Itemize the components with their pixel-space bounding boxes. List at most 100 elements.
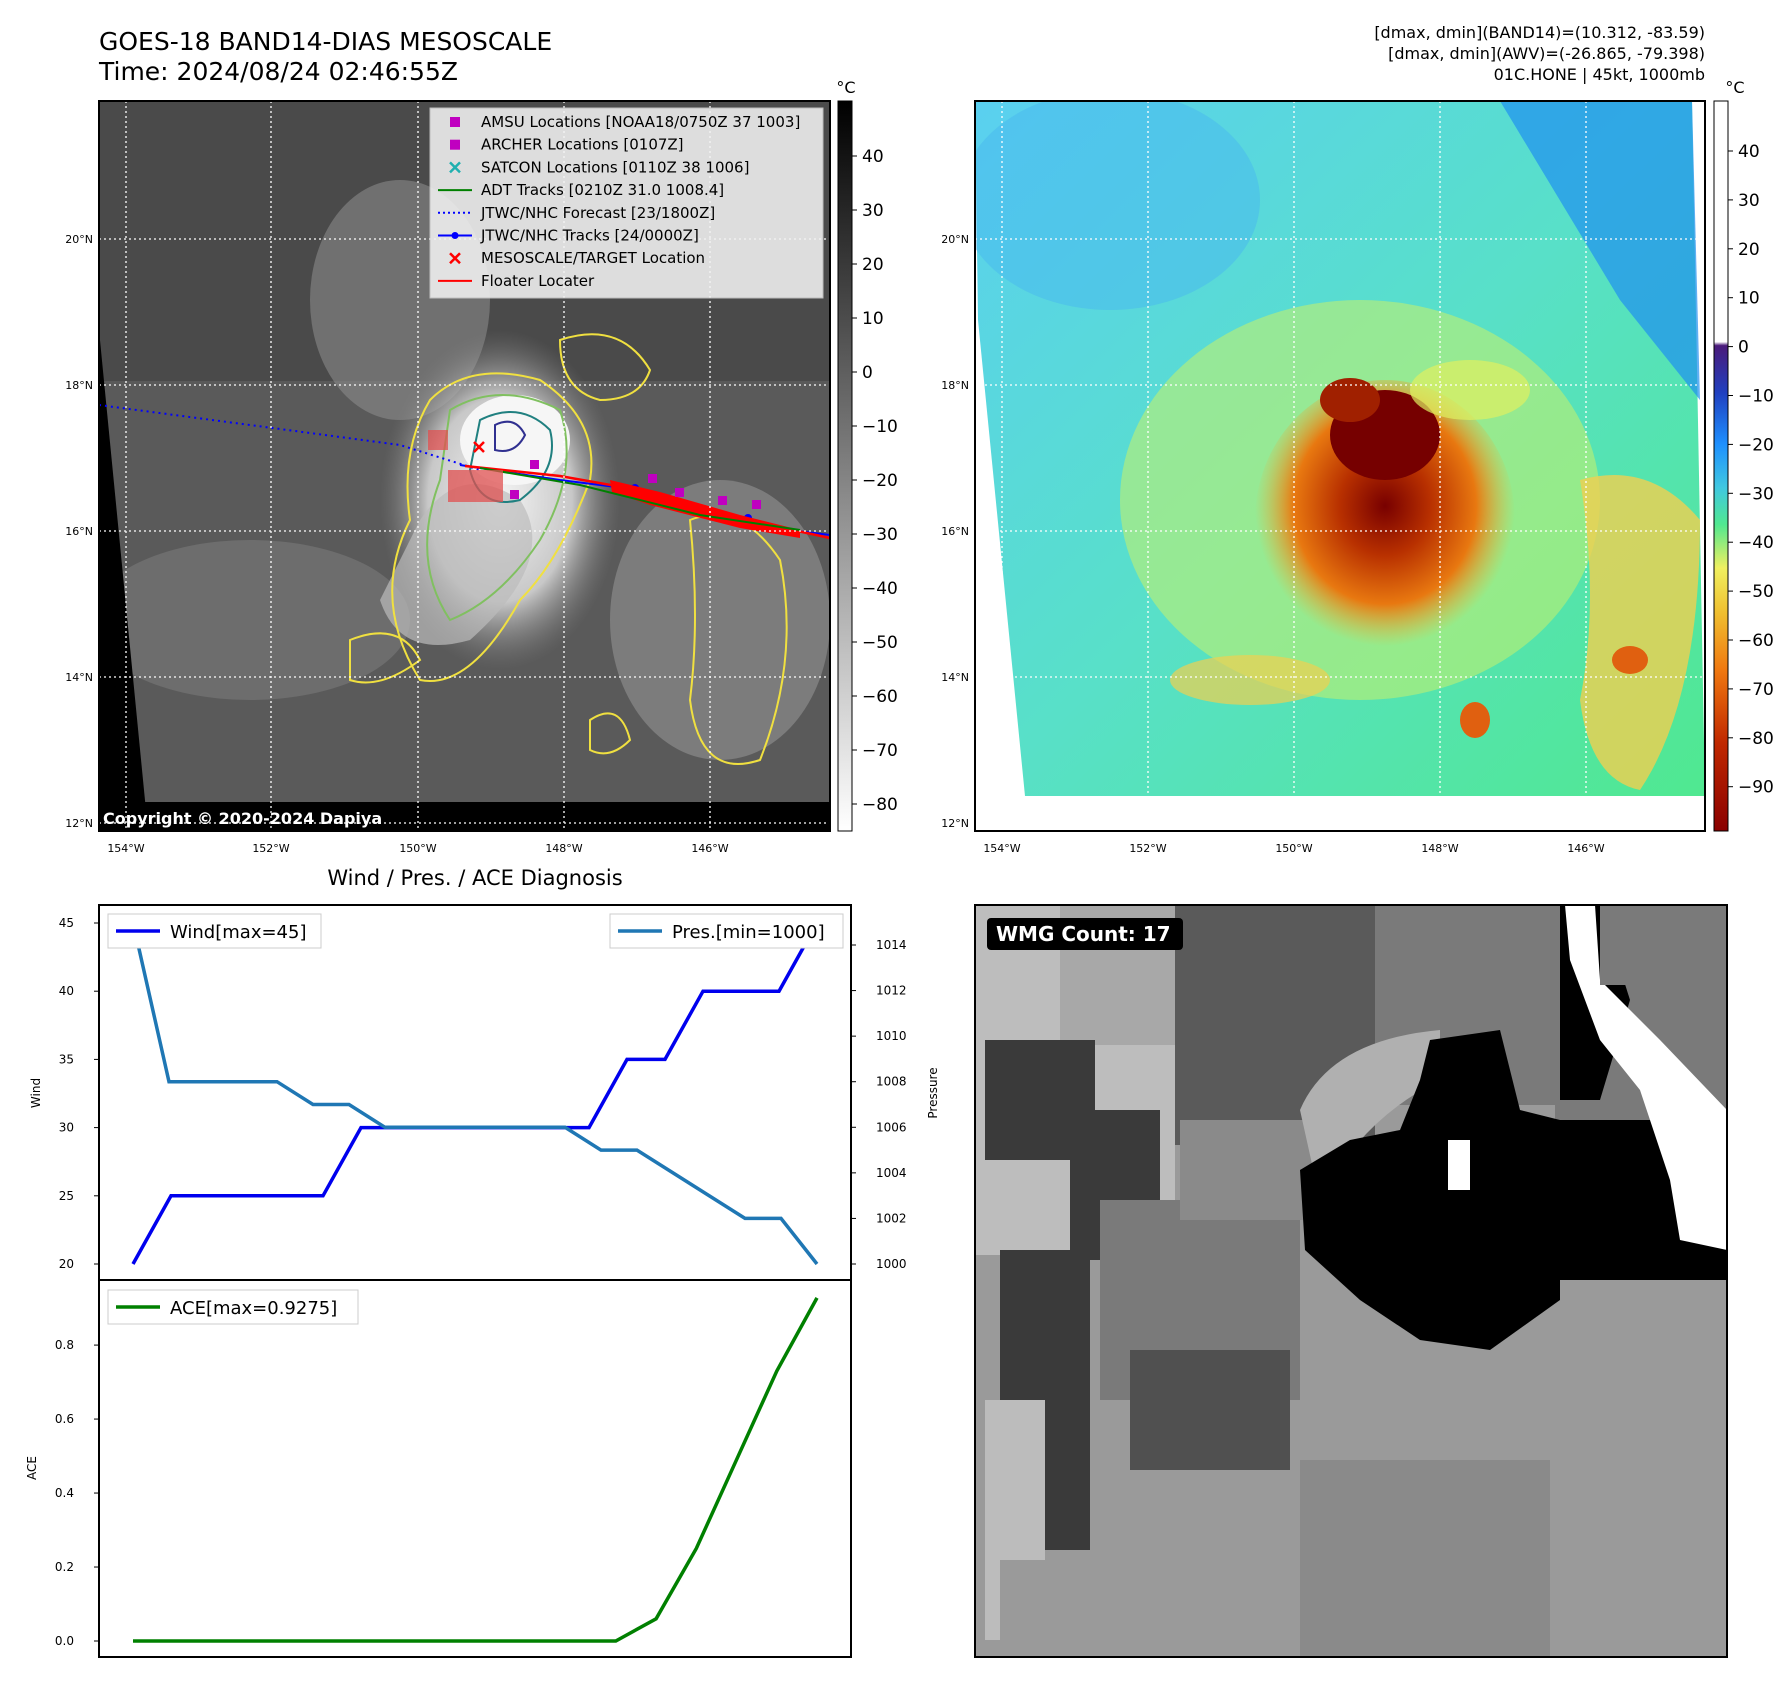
legend-item: JTWC/NHC Forecast [23/1800Z]: [438, 204, 715, 222]
color-colorbar-tick-label: −30: [1738, 484, 1774, 504]
wind-tick-label: 25: [59, 1189, 74, 1203]
color-colorbar-tick-label: 40: [1738, 142, 1760, 162]
gray-colorbar-tick-label: −80: [862, 795, 898, 815]
gray-colorbar-tick-label: 40: [862, 147, 884, 167]
ace-tick-label: 0.6: [55, 1412, 74, 1426]
gray-colorbar-tick-label: 20: [862, 255, 884, 275]
gray-colorbar: °C 40 30 20 10 0 −10 −20 −30 −40 −50 −60 −70 −80: [836, 78, 898, 832]
color-map-panel: 20°N 18°N 16°N 14°N 12°N 154°W 152°W 150…: [941, 100, 1706, 855]
legend-label: AMSU Locations [NOAA18/0750Z 37 1003]: [481, 113, 800, 131]
lat-label: 12°N: [65, 817, 93, 830]
lat-label: 14°N: [65, 671, 93, 684]
legend-label: MESOSCALE/TARGET Location: [481, 249, 705, 267]
color-colorbar-tick-label: 30: [1738, 191, 1760, 211]
lat-label: 20°N: [941, 233, 969, 246]
gray-colorbar-tick-label: −40: [862, 579, 898, 599]
wind-tick-label: 20: [59, 1257, 74, 1271]
ace-tick-label: 0.4: [55, 1486, 74, 1500]
gray-colorbar-tick-label: −10: [862, 417, 898, 437]
pressure-tick-label: 1000: [876, 1257, 907, 1271]
lon-label: 146°W: [691, 842, 728, 855]
lon-label: 154°W: [983, 842, 1020, 855]
wind-pressure-chart: Wind / Pres. / ACE Diagnosis Wind Pressu…: [29, 866, 940, 1281]
gray-colorbar-tick-label: 30: [862, 201, 884, 221]
lat-label: 20°N: [65, 233, 93, 246]
lon-label: 152°W: [252, 842, 289, 855]
legend-square-marker: [450, 117, 460, 127]
ace-tick-label: 0.2: [55, 1560, 74, 1574]
lat-label: 18°N: [65, 379, 93, 392]
lon-label: 154°W: [107, 842, 144, 855]
gray-colorbar-tick-label: −70: [862, 741, 898, 761]
color-colorbar-tick-label: −40: [1738, 533, 1774, 553]
gray-colorbar-tick-label: −60: [862, 687, 898, 707]
pressure-tick-label: 1012: [876, 984, 907, 998]
color-colorbar: °C 40 30 20 10 0 −10 −20 −30 −40 −50 −60 −70 −80 −90: [1713, 78, 1774, 832]
lat-label: 18°N: [941, 379, 969, 392]
wind-tick-label: 30: [59, 1121, 74, 1135]
gray-colorbar-tick-label: 10: [862, 309, 884, 329]
copyright-label: Copyright © 2020-2024 Dapiya: [103, 809, 382, 828]
legend-label: JTWC/NHC Tracks [24/0000Z]: [480, 227, 699, 245]
figure-title: GOES-18 BAND14-DIAS MESOSCALE: [99, 27, 552, 56]
ace-tick-label: 0.0: [55, 1634, 74, 1648]
wind-tick-label: 40: [59, 984, 74, 998]
gray-colorbar-tick-label: −20: [862, 471, 898, 491]
map-legend: AMSU Locations [NOAA18/0750Z 37 1003] ARC…: [429, 107, 824, 299]
ace-legend-label: ACE[max=0.9275]: [170, 1298, 337, 1319]
pressure-tick-label: 1004: [876, 1166, 907, 1180]
color-colorbar-tick-label: 20: [1738, 240, 1760, 260]
wmg-panel: WMG Count: 17: [974, 904, 1728, 1658]
info-line-2: [dmax, dmin](AWV)=(-26.865, -79.398): [1388, 44, 1705, 63]
info-line-3: 01C.HONE | 45kt, 1000mb: [1494, 65, 1705, 84]
pressure-axis-label: Pressure: [926, 1067, 940, 1118]
color-colorbar-tick-label: −70: [1738, 680, 1774, 700]
color-colorbar-tick-label: 0: [1738, 338, 1749, 358]
ace-axis-label: ACE: [25, 1456, 39, 1480]
pressure-tick-label: 1008: [876, 1075, 907, 1089]
legend-label: SATCON Locations [0110Z 38 1006]: [481, 158, 749, 176]
lon-label: 148°W: [1421, 842, 1458, 855]
lat-label: 16°N: [941, 525, 969, 538]
wmg-count-label: WMG Count: 17: [996, 922, 1171, 946]
legend-dot-marker: [451, 232, 459, 239]
lat-label: 12°N: [941, 817, 969, 830]
legend-label: ADT Tracks [0210Z 31.0 1008.4]: [481, 181, 724, 199]
legend-item: SATCON Locations [0110Z 38 1006]: [449, 158, 749, 176]
legend-item: JTWC/NHC Tracks [24/0000Z]: [438, 227, 699, 245]
gray-colorbar-tick-label: −50: [862, 633, 898, 653]
wind-legend: Wind[max=45]: [107, 913, 322, 949]
ace-series-line: [133, 1297, 819, 1643]
lon-label: 150°W: [1275, 842, 1312, 855]
diagnosis-title: Wind / Pres. / ACE Diagnosis: [327, 866, 622, 890]
lon-label: 148°W: [545, 842, 582, 855]
pressure-tick-label: 1002: [876, 1211, 907, 1225]
color-colorbar-tick-label: −60: [1738, 631, 1774, 651]
gray-colorbar-tick-label: 0: [862, 363, 873, 383]
pressure-tick-label: 1010: [876, 1029, 907, 1043]
ace-chart: ACE 0.0 0.2 0.4 0.6 0.8 ACE[max=0.9275]: [25, 1279, 852, 1658]
color-colorbar-tick-label: −90: [1738, 778, 1774, 798]
color-colorbar-tick-label: −20: [1738, 435, 1774, 455]
lon-label: 146°W: [1567, 842, 1604, 855]
legend-item: ARCHER Locations [0107Z]: [450, 136, 684, 154]
lat-label: 16°N: [65, 525, 93, 538]
legend-label: Floater Locater: [481, 272, 595, 290]
legend-item: MESOSCALE/TARGET Location: [449, 249, 705, 267]
pressure-legend-label: Pres.[min=1000]: [672, 922, 825, 943]
wind-tick-label: 35: [59, 1052, 74, 1066]
color-colorbar-tick-label: −10: [1738, 387, 1774, 407]
lat-label: 14°N: [941, 671, 969, 684]
color-colorbar-tick-label: −50: [1738, 582, 1774, 602]
wind-tick-label: 45: [59, 916, 74, 930]
legend-item: Floater Locater: [438, 272, 595, 290]
lon-label: 152°W: [1129, 842, 1166, 855]
wind-axis-label: Wind: [29, 1078, 43, 1108]
legend-square-marker: [450, 139, 460, 150]
lon-label: 150°W: [399, 842, 436, 855]
color-colorbar-unit: °C: [1725, 78, 1744, 97]
pressure-tick-label: 1006: [876, 1120, 907, 1134]
pressure-series-line: [131, 921, 819, 1266]
legend-label: JTWC/NHC Forecast [23/1800Z]: [480, 204, 715, 222]
